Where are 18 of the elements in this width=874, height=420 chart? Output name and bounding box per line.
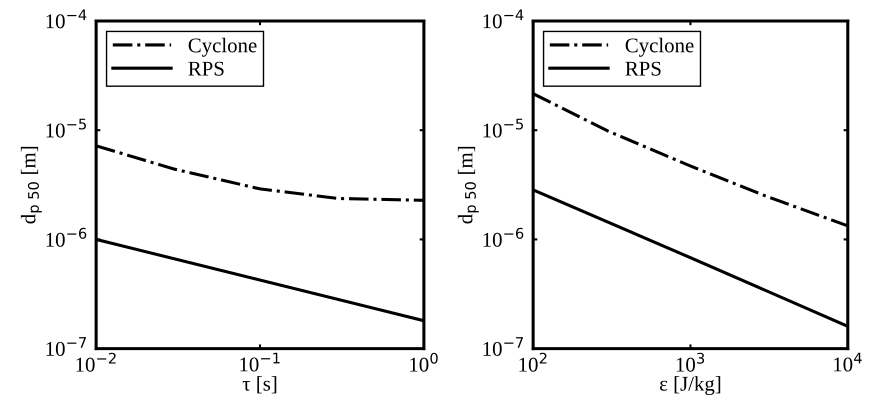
legend-label: Cyclone bbox=[188, 38, 257, 57]
y-axis-title: d$_{p 50}$ [m] bbox=[458, 146, 479, 224]
x-tick-label: 10$^{0}$ bbox=[410, 352, 438, 372]
legend-label: RPS bbox=[625, 62, 661, 76]
x-tick-label: 10$^{−1}$ bbox=[240, 352, 280, 372]
y-tick-label: 10$^{−5}$ bbox=[484, 118, 523, 138]
y-tick-label: 10$^{−4}$ bbox=[484, 10, 524, 28]
y-axis-title: d$_{p 50}$ [m] bbox=[20, 146, 42, 224]
y-tick-label: 10$^{−5}$ bbox=[46, 118, 86, 138]
y-tick-label: 10$^{−6}$ bbox=[484, 228, 524, 247]
legend-label: Cyclone bbox=[626, 38, 694, 57]
y-tick-label: 10$^{−4}$ bbox=[46, 10, 86, 28]
x-axis-title: τ [s] bbox=[242, 376, 276, 394]
x-axis-title: ε [J/kg] bbox=[660, 376, 720, 396]
y-tick-label: 10$^{−6}$ bbox=[46, 228, 86, 247]
x-tick-label: 10$^{4}$ bbox=[834, 352, 862, 372]
legend-label: RPS bbox=[188, 62, 224, 76]
x-tick-label: 10$^{3}$ bbox=[676, 352, 704, 372]
